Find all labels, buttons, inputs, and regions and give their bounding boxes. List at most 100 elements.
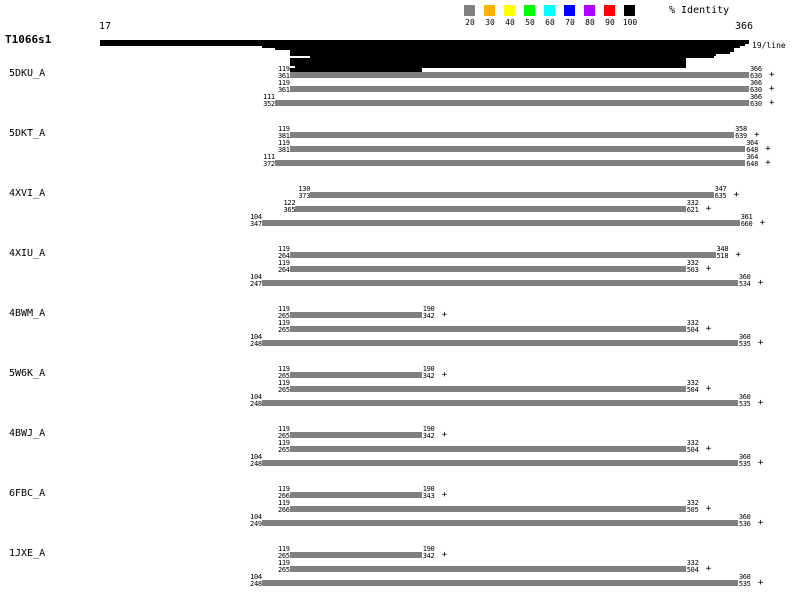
coverage-line: [289, 70, 422, 72]
query-end-number: 360: [738, 573, 751, 581]
strand-plus: +: [757, 458, 764, 468]
alignment-bar: [289, 566, 686, 572]
query-end-number: 332: [686, 379, 699, 387]
query-start-number: 119: [277, 559, 290, 567]
strand-plus: +: [705, 204, 712, 214]
alignment-bar: [261, 400, 738, 406]
query-end-number: 332: [686, 259, 699, 267]
query-start-number: 104: [250, 213, 262, 221]
query-start-number: 119: [277, 245, 290, 253]
template-end-number: 648: [746, 146, 759, 154]
template-end-number: 535: [738, 460, 751, 468]
alignment-bar: [289, 252, 716, 258]
template-start-number: 265: [277, 386, 290, 394]
query-end-number: 366: [750, 93, 762, 101]
coverage-line: [100, 42, 749, 44]
template-start-number: 265: [277, 312, 290, 320]
template-end-number: 535: [738, 340, 751, 348]
alignment-bar: [261, 220, 740, 226]
query-start-number: 119: [277, 425, 290, 433]
legend-label: 70: [565, 18, 575, 27]
query-start-number: 119: [277, 259, 290, 267]
query-end-number: 360: [738, 333, 751, 341]
query-start-number: 104: [250, 333, 262, 341]
query-end-number: 366: [750, 79, 762, 87]
query-start-number: 119: [277, 125, 290, 133]
legend-swatch: [484, 5, 495, 16]
coverage-line: [289, 58, 686, 60]
query-end-number: 190: [422, 485, 435, 493]
query-start-number: 119: [277, 65, 290, 73]
template-end-number: 343: [422, 492, 435, 500]
template-end-number: 635: [714, 192, 727, 200]
coverage-line: [289, 62, 686, 64]
strand-plus: +: [765, 144, 771, 154]
template-end-number: 342: [422, 552, 435, 560]
template-end-number: 630: [750, 100, 762, 108]
query-end-number: 332: [686, 439, 699, 447]
strand-plus: +: [441, 310, 448, 320]
alignment-bar: [289, 506, 686, 512]
query-end-number: 190: [422, 305, 435, 313]
query-end-number: 364: [746, 139, 759, 147]
alignment-bar: [289, 72, 749, 78]
query-end-number: 361: [740, 213, 753, 221]
strand-plus: +: [441, 550, 448, 560]
template-start-number: 352: [263, 100, 275, 108]
legend-label: 30: [485, 18, 495, 27]
query-start-number: 119: [277, 545, 290, 553]
strand-plus: +: [769, 70, 775, 80]
query-end-number: 366: [750, 65, 762, 73]
legend-label: 40: [505, 18, 515, 27]
legend-title: % Identity: [669, 5, 730, 16]
alignment-bar: [289, 372, 422, 378]
query-end-number: 190: [422, 545, 435, 553]
template-end-number: 342: [422, 432, 435, 440]
query-end-number: 360: [738, 453, 751, 461]
strand-plus: +: [757, 398, 764, 408]
coverage-line: [100, 40, 749, 42]
template-start-number: 265: [277, 446, 290, 454]
legend-label: 100: [622, 18, 638, 27]
template-end-number: 535: [738, 580, 751, 588]
query-end-number: 347: [714, 185, 727, 193]
template-start-number: 249: [250, 520, 262, 528]
alignment-bar: [289, 386, 686, 392]
legend-swatch: [544, 5, 555, 16]
coverage-line: [289, 50, 735, 52]
template-start-number: 248: [250, 580, 262, 588]
query-start-number: 111: [263, 153, 275, 161]
legend-label: 60: [545, 18, 555, 27]
legend-swatch: [464, 5, 475, 16]
query-start-number: 119: [277, 305, 290, 313]
legend-label: 20: [465, 18, 475, 27]
template-start-number: 248: [250, 400, 262, 408]
strand-plus: +: [441, 490, 448, 500]
query-end-number: 360: [738, 273, 751, 281]
query-end-number: 358: [735, 125, 747, 133]
alignment-bar: [289, 552, 422, 558]
query-start-number: 119: [277, 139, 290, 147]
template-end-number: 536: [738, 520, 751, 528]
strand-plus: +: [769, 98, 775, 108]
template-end-number: 503: [686, 266, 699, 274]
query-end-number: 332: [686, 499, 699, 507]
strand-plus: +: [441, 430, 448, 440]
strand-plus: +: [759, 218, 766, 228]
strand-plus: +: [705, 264, 712, 274]
template-start-number: 265: [277, 566, 290, 574]
alignment-bar: [289, 86, 749, 92]
query-start-number: 119: [277, 485, 290, 493]
query-end-number: 332: [686, 559, 699, 567]
template-start-number: 372: [263, 160, 275, 168]
coverage-line: [295, 66, 686, 68]
template-start-number: 265: [277, 326, 290, 334]
template-end-number: 621: [686, 206, 699, 214]
template-start-number: 248: [250, 340, 262, 348]
legend-label: 90: [605, 18, 615, 27]
legend-label: 80: [585, 18, 595, 27]
hit-name: 4XIU_A: [9, 248, 46, 259]
query-name: T1066s1: [5, 33, 52, 46]
strand-plus: +: [705, 324, 712, 334]
template-start-number: 266: [277, 506, 290, 514]
